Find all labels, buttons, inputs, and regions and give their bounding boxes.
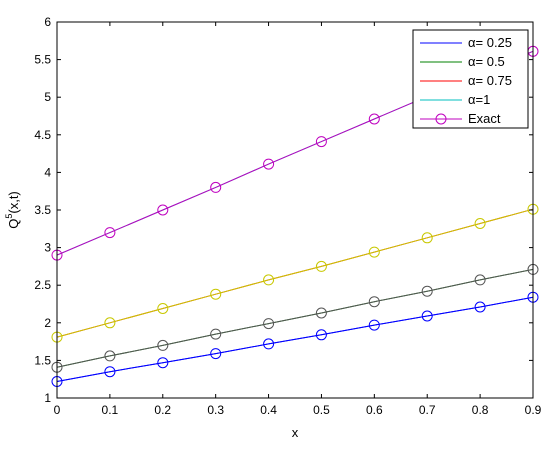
overlay-1-point bbox=[210, 348, 222, 360]
y-tick-label: 4 bbox=[44, 165, 51, 179]
overlay-2-point bbox=[263, 318, 275, 330]
legend-label-text: = 0.75 bbox=[476, 73, 513, 88]
y-tick-label: 2.5 bbox=[34, 278, 51, 292]
overlay-1-point bbox=[157, 357, 169, 369]
overlay-2-point bbox=[421, 285, 433, 297]
y-tick-label: 1 bbox=[44, 391, 51, 405]
legend-label-text: Exact bbox=[468, 111, 501, 126]
y-tick-label: 3 bbox=[44, 241, 51, 255]
legend-box bbox=[412, 29, 529, 129]
y-tick-label: 5 bbox=[44, 90, 51, 104]
y-tick-label: 3.5 bbox=[34, 203, 51, 217]
x-tick-label: 0.1 bbox=[102, 403, 119, 417]
overlay-3-point bbox=[474, 218, 486, 229]
x-axis-label: x bbox=[292, 425, 299, 440]
overlay-1-point bbox=[315, 329, 327, 341]
overlay-3-point bbox=[263, 274, 275, 286]
x-tick-label: 0.6 bbox=[366, 403, 383, 417]
series-5-point bbox=[104, 227, 116, 239]
legend-label-alpha: α bbox=[468, 73, 476, 88]
legend-label-text: = 0.25 bbox=[476, 35, 513, 50]
legend-marker bbox=[435, 113, 447, 125]
overlay-3-point bbox=[210, 288, 222, 300]
overlay-2-point bbox=[157, 339, 169, 351]
legend-label: α= 0.5 bbox=[468, 54, 505, 69]
overlay-3-point bbox=[157, 303, 169, 314]
legend-label-alpha: α bbox=[468, 35, 476, 50]
y-tick-label: 5.5 bbox=[34, 53, 51, 67]
overlay-3-point bbox=[315, 260, 327, 272]
legend-label-alpha: α bbox=[468, 92, 476, 107]
y-tick-label: 2 bbox=[44, 316, 51, 330]
overlay-2-point bbox=[315, 307, 327, 319]
overlay-2-line bbox=[56, 268, 534, 368]
y-tick-label: 4.5 bbox=[34, 128, 51, 142]
overlay-1-line bbox=[56, 296, 534, 382]
overlay-2-point bbox=[368, 296, 380, 308]
y-axis-label: Q5(x,t) bbox=[4, 191, 21, 229]
x-tick-label: 0.3 bbox=[207, 403, 224, 417]
y-axis-label-main: Q bbox=[6, 219, 21, 229]
x-tick-label: 0.9 bbox=[525, 403, 542, 417]
overlay-3-point bbox=[368, 246, 380, 258]
y-tick-label: 6 bbox=[44, 15, 51, 29]
legend-label: α= 0.25 bbox=[468, 35, 512, 50]
overlay-1-point bbox=[263, 338, 275, 350]
x-tick-label: 0.2 bbox=[154, 403, 171, 417]
overlay-2-point bbox=[104, 350, 116, 362]
y-axis-label-tail: (x,t) bbox=[6, 191, 21, 213]
legend-label: α=1 bbox=[468, 92, 490, 107]
overlay-1-point bbox=[421, 310, 433, 322]
y-axis-label-superscript: 5 bbox=[4, 214, 14, 219]
legend-label: Exact bbox=[468, 111, 501, 126]
overlay-1-point bbox=[104, 366, 116, 378]
overlay-3-line bbox=[56, 208, 534, 338]
legend-label-alpha: α bbox=[468, 54, 476, 69]
ticks-layer: 0 0.1 0.2 0.3 0.4 0.5 0.6 0.7 0.8 0.9 1 1.5 2 2.5 3 3.5… bbox=[34, 15, 541, 417]
x-tick-label: 0.5 bbox=[313, 403, 330, 417]
series-5-point bbox=[263, 158, 275, 170]
overlay-1-point bbox=[474, 301, 486, 313]
series-5-point bbox=[315, 136, 327, 148]
series-5-point bbox=[368, 113, 380, 125]
overlay-2-point bbox=[474, 274, 486, 286]
legend-label: α= 0.75 bbox=[468, 73, 512, 88]
x-tick-label: 0.4 bbox=[260, 403, 277, 417]
x-tick-label: 0.8 bbox=[472, 403, 489, 417]
series-5-point bbox=[210, 181, 222, 193]
x-tick-label: 0 bbox=[54, 403, 61, 417]
data-layer bbox=[51, 45, 539, 387]
series-5-point bbox=[157, 204, 169, 216]
x-tick-label: 0.7 bbox=[419, 403, 436, 417]
overlay-3-point bbox=[421, 232, 433, 244]
legend-label-text: = 0.5 bbox=[476, 54, 505, 69]
overlay-1-point bbox=[368, 319, 380, 331]
overlay-3-point bbox=[104, 317, 116, 329]
y-tick-label: 1.5 bbox=[34, 353, 51, 367]
overlay-2-point bbox=[210, 328, 222, 340]
legend-label-text: =1 bbox=[476, 92, 491, 107]
